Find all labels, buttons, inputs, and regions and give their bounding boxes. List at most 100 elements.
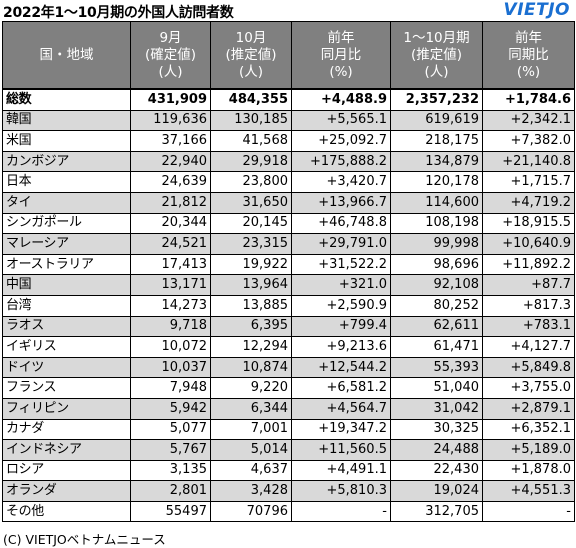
- october-cell: 6,395: [210, 315, 292, 338]
- table-row: 韓国 119,636 130,185 +5,565.1 619,619 +2,342.1: [2, 109, 575, 132]
- yoy-month-cell: +175,888.2: [291, 150, 391, 173]
- yoy-period-cell: +4,127.7: [482, 336, 575, 358]
- table-row: オーストラリア 17,413 19,922 +31,522.2 98,696 +11,89…: [2, 253, 575, 276]
- september-cell: 21,812: [130, 191, 211, 214]
- september-cell: 3,135: [130, 459, 211, 482]
- ytd-cell: 108,198: [390, 212, 483, 235]
- header-country: 国・地域: [2, 21, 131, 90]
- ytd-cell: 92,108: [390, 274, 483, 296]
- country-cell: 台湾: [2, 294, 131, 317]
- header-yoy-month-line3: (%): [329, 63, 353, 80]
- october-cell: 20,145: [210, 212, 292, 235]
- table-row: カナダ 5,077 7,001 +19,347.2 30,325 +6,352.1: [2, 418, 575, 441]
- header-september: 9月 (確定値) (人): [130, 21, 211, 90]
- country-cell: フランス: [2, 377, 131, 399]
- header-yoy-period-line3: (%): [516, 63, 541, 80]
- yoy-period-cell: +817.3: [482, 294, 575, 317]
- table-row: マレーシア 24,521 23,315 +29,791.0 99,998 +10,640.…: [2, 233, 575, 255]
- yoy-period-cell: +4,719.2: [482, 191, 575, 214]
- september-cell: 5,942: [130, 397, 211, 420]
- september-cell: 14,273: [130, 294, 211, 317]
- country-cell: カンボジア: [2, 150, 131, 173]
- september-cell: 119,636: [130, 109, 211, 132]
- ytd-cell: 51,040: [390, 377, 483, 399]
- country-cell: 米国: [2, 130, 131, 152]
- ytd-cell: 31,042: [390, 397, 483, 420]
- yoy-period-cell: +18,915.5: [482, 212, 575, 235]
- ytd-cell: 62,611: [390, 315, 483, 338]
- october-cell: 484,355: [210, 87, 292, 111]
- yoy-period-cell: +6,352.1: [482, 418, 575, 441]
- yoy-period-cell: +1,784.6: [482, 87, 575, 111]
- october-cell: 130,185: [210, 109, 292, 132]
- page-title: 2022年1〜10月期の外国人訪問者数: [3, 5, 234, 21]
- ytd-cell: 2,357,232: [390, 87, 483, 111]
- country-cell: インドネシア: [2, 439, 131, 461]
- september-cell: 24,521: [130, 233, 211, 255]
- country-cell: ドイツ: [2, 356, 131, 379]
- ytd-cell: 98,696: [390, 253, 483, 276]
- header-september-line3: (人): [158, 63, 183, 80]
- yoy-period-cell: +10,640.9: [482, 233, 575, 255]
- yoy-period-cell: +87.7: [482, 274, 575, 296]
- table-row: インドネシア 5,767 5,014 +11,560.5 24,488 +5,189.0: [2, 439, 575, 461]
- ytd-cell: 55,393: [390, 356, 483, 379]
- table-row: 中国 13,171 13,964 +321.0 92,108 +87.7: [2, 274, 575, 296]
- yoy-period-cell: +3,755.0: [482, 377, 575, 399]
- ytd-cell: 218,175: [390, 130, 483, 152]
- header-september-line2: (確定値): [144, 46, 197, 63]
- yoy-period-cell: +7,382.0: [482, 130, 575, 152]
- october-cell: 23,315: [210, 233, 292, 255]
- country-cell: シンガポール: [2, 212, 131, 235]
- country-cell: マレーシア: [2, 233, 131, 255]
- country-cell: タイ: [2, 191, 131, 214]
- october-cell: 13,964: [210, 274, 292, 296]
- yoy-period-cell: -: [482, 500, 575, 523]
- october-cell: 31,650: [210, 191, 292, 214]
- september-cell: 13,171: [130, 274, 211, 296]
- table-row: ラオス 9,718 6,395 +799.4 62,611 +783.1: [2, 315, 575, 338]
- yoy-month-cell: +11,560.5: [291, 439, 391, 461]
- october-cell: 19,922: [210, 253, 292, 276]
- yoy-period-cell: +5,849.8: [482, 356, 575, 379]
- ytd-cell: 30,325: [390, 418, 483, 441]
- header-yoy-month-line2: 同月比: [320, 46, 362, 63]
- title-row: 2022年1〜10月期の外国人訪問者数 VIETJO: [0, 0, 576, 22]
- table-row: ドイツ 10,037 10,874 +12,544.2 55,393 +5,849.8: [2, 356, 575, 379]
- october-cell: 10,874: [210, 356, 292, 379]
- yoy-period-cell: +2,342.1: [482, 109, 575, 132]
- ytd-cell: 80,252: [390, 294, 483, 317]
- table-row: カンボジア 22,940 29,918 +175,888.2 134,879 +21,14…: [2, 150, 575, 173]
- country-cell: その他: [2, 500, 131, 523]
- table-row: タイ 21,812 31,650 +13,966.7 114,600 +4,719.2: [2, 191, 575, 214]
- table-row: フィリピン 5,942 6,344 +4,564.7 31,042 +2,879.1: [2, 397, 575, 420]
- september-cell: 10,037: [130, 356, 211, 379]
- table-body: 総数 431,909 484,355 +4,488.9 2,357,232 +1,784.…: [2, 87, 575, 523]
- country-cell: カナダ: [2, 418, 131, 441]
- ytd-cell: 134,879: [390, 150, 483, 173]
- country-cell: 中国: [2, 274, 131, 296]
- september-cell: 431,909: [130, 87, 211, 111]
- copyright-credit: (C) VIETJOベトナムニュース: [3, 532, 166, 547]
- yoy-month-cell: +12,544.2: [291, 356, 391, 379]
- ytd-cell: 19,024: [390, 480, 483, 502]
- yoy-month-cell: +2,590.9: [291, 294, 391, 317]
- vietjo-logo: VIETJO: [503, 0, 570, 20]
- table-row: シンガポール 20,344 20,145 +46,748.8 108,198 +18,91…: [2, 212, 575, 235]
- october-cell: 4,637: [210, 459, 292, 482]
- october-cell: 70796: [210, 500, 292, 523]
- october-cell: 23,800: [210, 171, 292, 193]
- yoy-period-cell: +11,892.2: [482, 253, 575, 276]
- yoy-month-cell: +9,213.6: [291, 336, 391, 358]
- october-cell: 3,428: [210, 480, 292, 502]
- september-cell: 55497: [130, 500, 211, 523]
- october-cell: 6,344: [210, 397, 292, 420]
- october-cell: 9,220: [210, 377, 292, 399]
- country-cell: オーストラリア: [2, 253, 131, 276]
- country-cell: 韓国: [2, 109, 131, 132]
- table-row: その他 55497 70796-312,705-: [2, 500, 575, 523]
- header-yoy-period-line1: 前年: [515, 29, 542, 46]
- table-row: ロシア 3,135 4,637 +4,491.1 22,430 +1,878.0: [2, 459, 575, 482]
- september-cell: 22,940: [130, 150, 211, 173]
- september-cell: 20,344: [130, 212, 211, 235]
